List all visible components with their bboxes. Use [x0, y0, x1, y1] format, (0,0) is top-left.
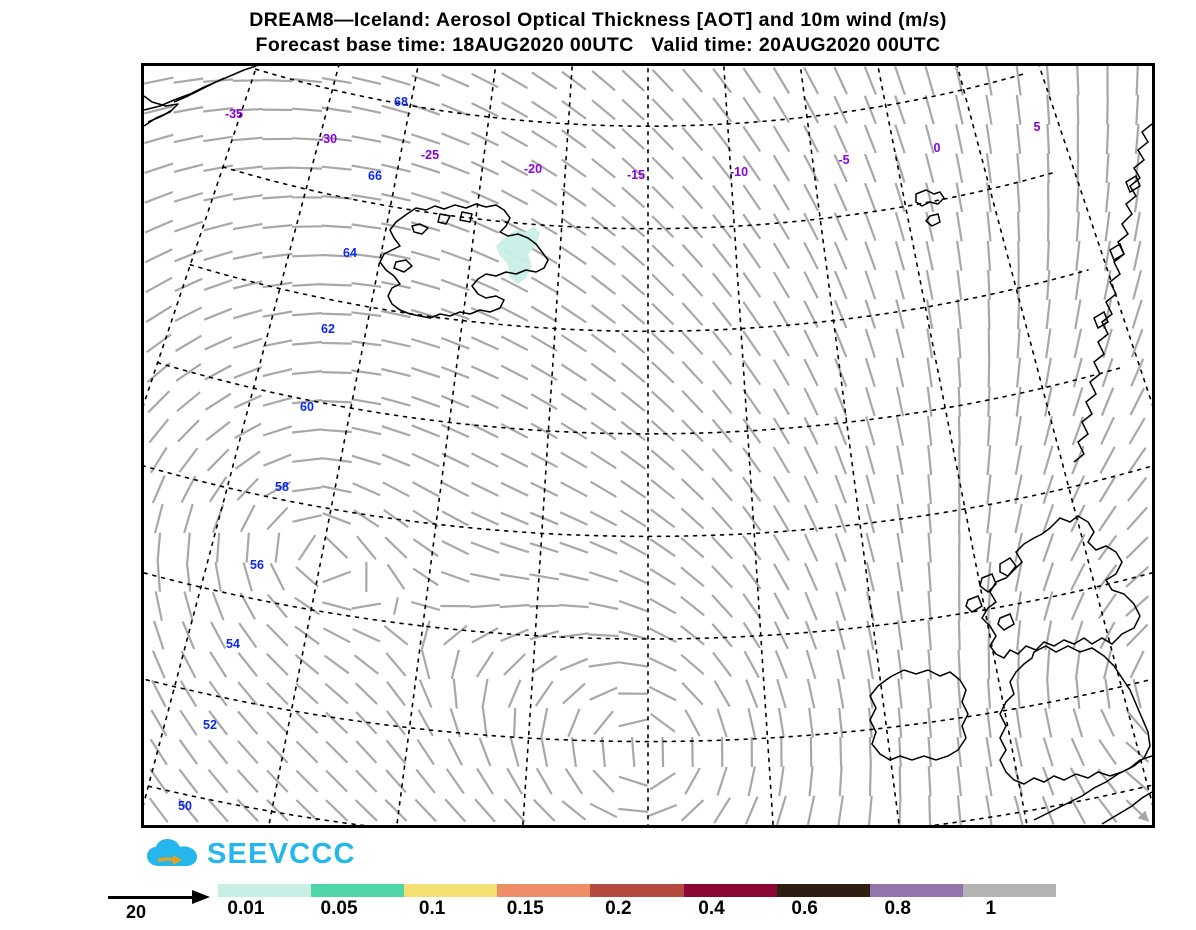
- colorbar-tick-label: 0.2: [605, 898, 632, 919]
- colorbar-segment: [590, 884, 684, 897]
- parallel-line: [144, 572, 1152, 640]
- wind-vector-field: [144, 66, 1148, 825]
- meridian-line: [723, 66, 774, 825]
- meridian-line: [144, 66, 340, 806]
- meridian-line: [1038, 66, 1152, 407]
- colorbar-segment: [404, 884, 498, 897]
- cloud-icon: [146, 838, 198, 870]
- colorbar-tick-label: 1: [985, 898, 997, 919]
- seevccc-logo-text: SEEVCCC: [207, 837, 356, 870]
- colorbar-segment: [218, 884, 312, 897]
- aot-contour-layer: [496, 226, 540, 284]
- parallel-line: [254, 68, 1026, 128]
- colorbar-tick-label: 0.8: [884, 898, 911, 919]
- colorbar-segment: [869, 884, 963, 897]
- colorbar-segment: [683, 884, 777, 897]
- wind-scale-value: 20: [126, 902, 147, 922]
- meridian-line: [144, 66, 258, 407]
- wind-scale-arrow-icon: [108, 896, 200, 899]
- colorbar-tick-label: 0.15: [506, 898, 544, 919]
- meridian-line: [877, 66, 1028, 825]
- meridian-line: [522, 66, 573, 825]
- wind-arrows: [144, 66, 1148, 825]
- colorbar-segment: [962, 884, 1056, 897]
- meridian-line: [396, 66, 497, 825]
- map-canvas: [144, 66, 1152, 825]
- colorbar-tick-label: 0.01: [227, 898, 265, 919]
- wind-scale-arrowhead-icon: [192, 890, 210, 904]
- chart-title-block: DREAM8—Iceland: Aerosol Optical Thicknes…: [0, 8, 1196, 58]
- coastline-detail: [869, 123, 1152, 825]
- aot-colorbar-labels: 0.01 0.05 0.1 0.15 0.2 0.4 0.6 0.8 1: [218, 898, 1056, 924]
- title-line-2: Forecast base time: 18AUG2020 00UTC Vali…: [255, 34, 941, 56]
- colorbar-tick-label: 0.6: [791, 898, 818, 919]
- meridian-line: [956, 66, 1152, 806]
- parallel-line: [144, 678, 1152, 743]
- colorbar-tick-label: 0.1: [418, 898, 446, 919]
- map-panel[interactable]: 68 66 64 62 60 58 56 54 52 50 -35 -30 -25 -20 -15 -10-…: [141, 63, 1155, 828]
- parallel-line: [156, 361, 1121, 435]
- parallel-line: [144, 784, 1152, 825]
- graticule-lines: [144, 66, 1152, 825]
- colorbar-tick-label: 0.4: [698, 898, 725, 919]
- colorbar-tick-label: 0.05: [320, 898, 358, 919]
- meridian-line: [268, 66, 419, 825]
- colorbar-segment: [497, 884, 591, 897]
- seevccc-logo[interactable]: SEEVCCC: [146, 835, 356, 873]
- meridian-line: [799, 66, 900, 825]
- wind-scale-legend: 20: [108, 886, 220, 926]
- colorbar-segment: [311, 884, 405, 897]
- title-line-1: DREAM8—Iceland: Aerosol Optical Thicknes…: [249, 9, 947, 31]
- parallel-line: [144, 465, 1152, 538]
- parallel-line: [189, 264, 1089, 333]
- colorbar-segment: [776, 884, 870, 897]
- aot-colorbar[interactable]: [218, 884, 1056, 897]
